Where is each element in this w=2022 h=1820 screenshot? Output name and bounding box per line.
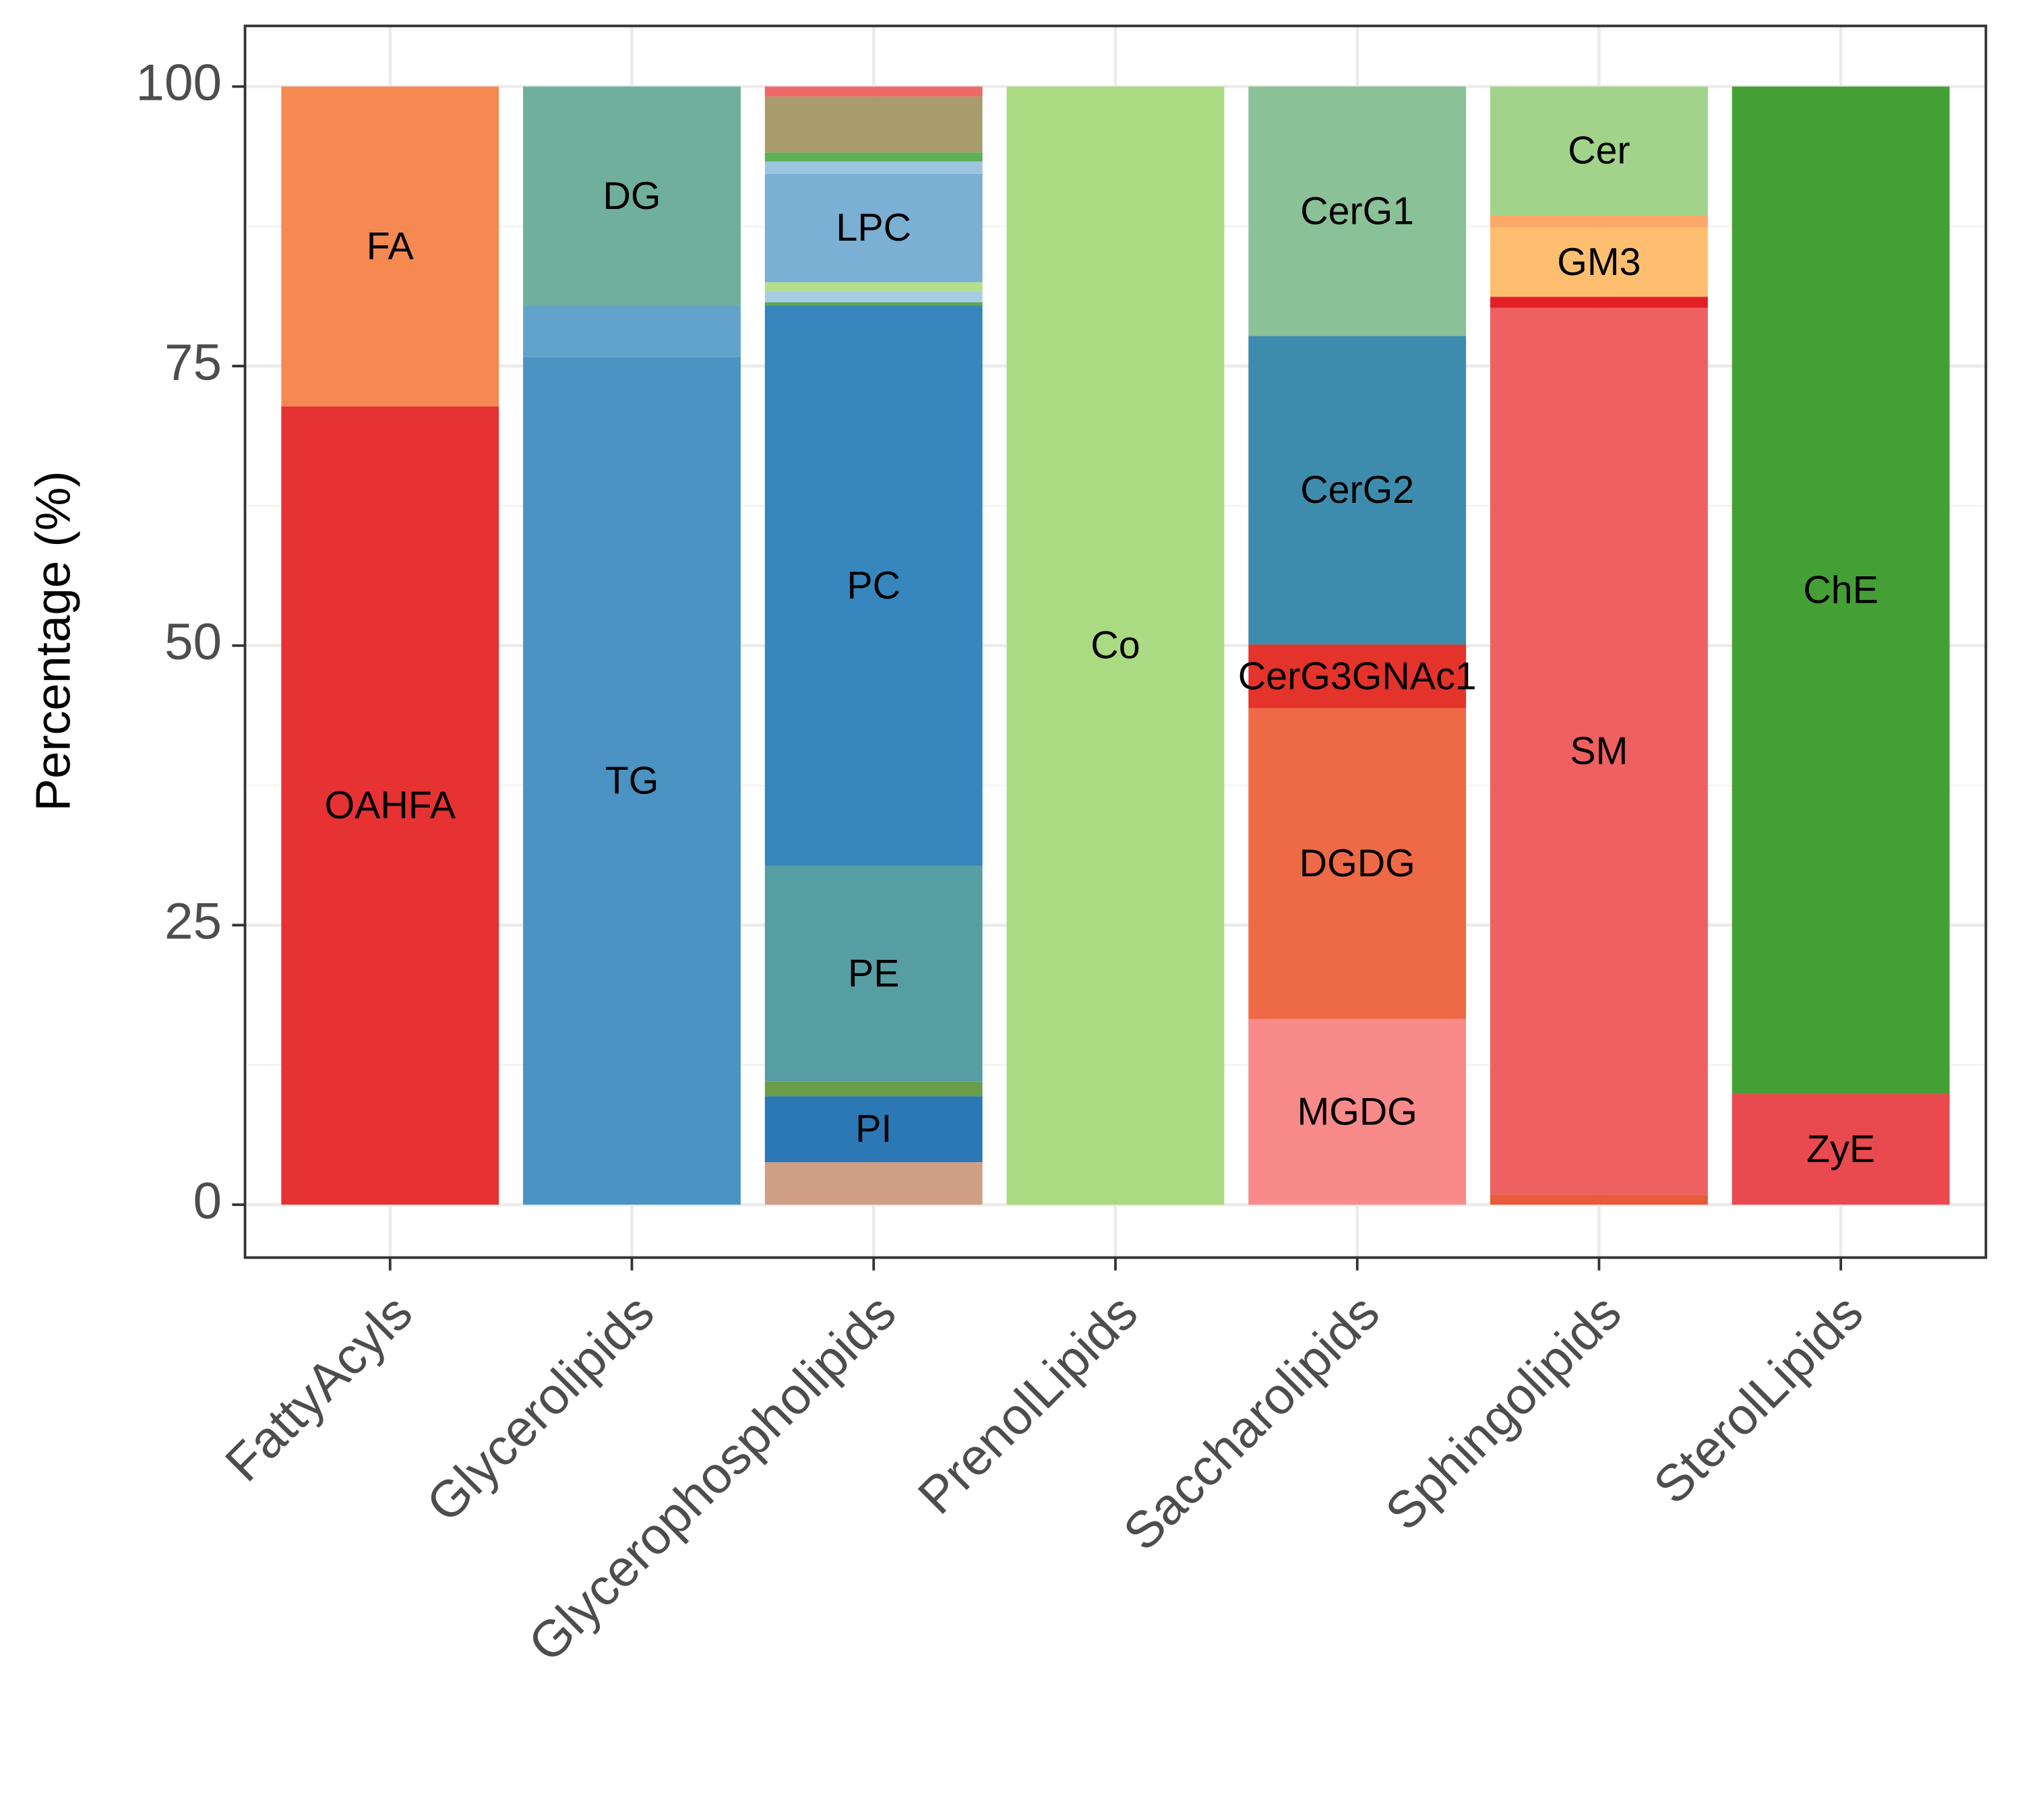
segment-label: DG	[603, 175, 661, 218]
bar-segment	[1732, 1093, 1950, 1205]
bar-segment	[523, 305, 741, 357]
bar-segment	[1248, 644, 1467, 708]
bar-segment	[1490, 86, 1708, 216]
bar-segment	[764, 305, 983, 866]
bar-segment	[764, 96, 983, 153]
bar-segment	[1490, 215, 1708, 228]
segment-label: FA	[367, 225, 415, 268]
bar-segment	[764, 291, 983, 303]
segment-label: MGDG	[1297, 1090, 1417, 1133]
segment-label: CerG1	[1300, 189, 1414, 233]
bar-segment	[764, 282, 983, 291]
bar-segment	[764, 86, 983, 97]
segment-label: SM	[1570, 730, 1628, 773]
segment-label: Co	[1091, 624, 1140, 667]
bar-segment	[764, 161, 983, 174]
segment-label: PI	[855, 1108, 892, 1151]
bar-segment	[764, 152, 983, 162]
bar-segment	[281, 406, 499, 1205]
bar-segment	[1490, 297, 1708, 308]
bar-segment	[1248, 1019, 1467, 1205]
bar-segment	[523, 357, 741, 1205]
segment-label: ZyE	[1806, 1128, 1875, 1171]
segment-label: CerG2	[1300, 468, 1414, 512]
segment-label: CerG3GNAc1	[1238, 655, 1477, 698]
segment-label: Cer	[1568, 129, 1630, 173]
bar-segment	[1248, 336, 1467, 645]
bar-segment	[1248, 708, 1467, 1019]
segment-label: TG	[605, 759, 659, 802]
y-tick-label: 50	[164, 613, 222, 671]
y-tick-label: 25	[164, 893, 222, 950]
y-tick-label: 100	[135, 55, 222, 112]
y-axis-title: Percentage (%)	[26, 471, 80, 812]
y-tick-label: 0	[193, 1172, 222, 1230]
bars: OAHFA FA TG DG PI PE PC LPC Co MGDG DGDG CerG3GNAc1…	[281, 86, 1950, 1205]
bar-segment	[764, 866, 983, 1082]
bar-segment	[1490, 307, 1708, 1195]
bar-segment	[523, 86, 741, 306]
segment-label: DGDG	[1299, 842, 1415, 885]
segment-label: PC	[847, 564, 900, 607]
bar-segment	[1248, 86, 1467, 336]
segment-label: OAHFA	[325, 784, 456, 827]
bar-segment	[764, 1162, 983, 1205]
bar-segment	[764, 1081, 983, 1097]
bar-segment	[1006, 86, 1225, 1205]
bar-segment	[1490, 1194, 1708, 1205]
segment-label: GM3	[1557, 241, 1641, 284]
bar-segment	[764, 173, 983, 282]
segment-label: ChE	[1803, 569, 1878, 612]
y-tick-label: 75	[164, 334, 222, 391]
bar-segment	[1490, 227, 1708, 297]
segment-label: LPC	[836, 206, 911, 249]
bar-segment	[1732, 86, 1950, 1094]
bar-segment	[764, 1096, 983, 1163]
segment-label: PE	[848, 952, 900, 996]
bar-segment	[764, 302, 983, 306]
bar-segment	[281, 86, 499, 406]
